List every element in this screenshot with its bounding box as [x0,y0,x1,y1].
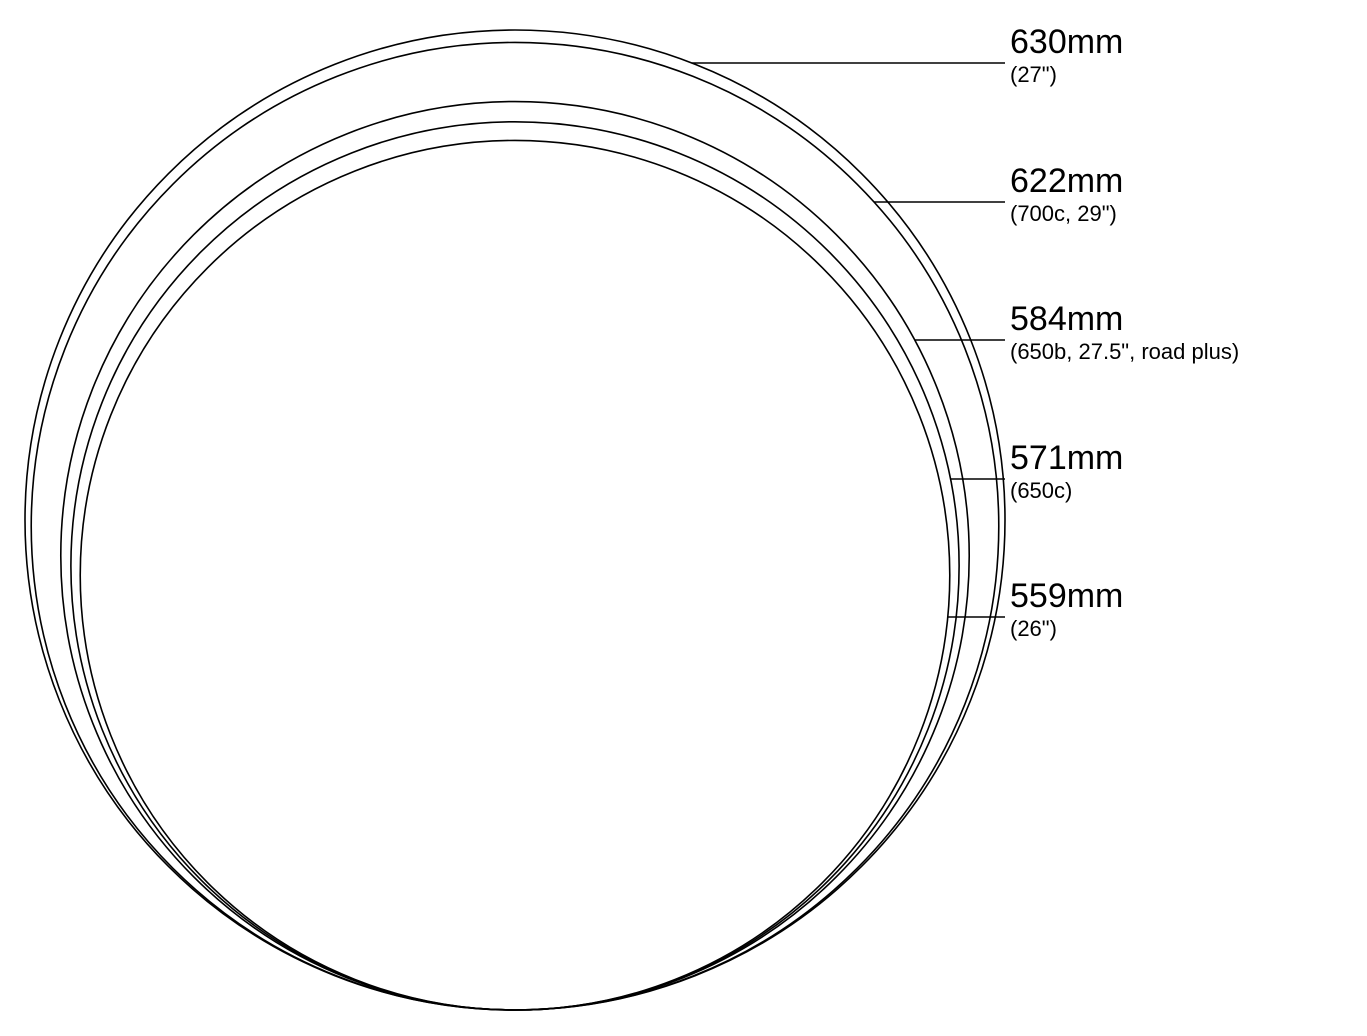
wheel-label-mm: 584mm [1010,302,1239,338]
wheel-label-sub: (26") [1010,617,1123,641]
wheel-label-sub: (650b, 27.5", road plus) [1010,340,1239,364]
wheel-circle [61,102,969,1010]
wheel-label-sub: (27") [1010,63,1123,87]
wheel-label-mm: 630mm [1010,25,1123,61]
wheel-label: 622mm(700c, 29") [1010,164,1123,226]
wheel-label-mm: 559mm [1010,579,1123,615]
wheel-circle [80,140,950,1010]
wheel-label-mm: 622mm [1010,164,1123,200]
wheel-label: 584mm(650b, 27.5", road plus) [1010,302,1239,364]
circles-group [25,30,1005,1010]
wheel-circle [31,42,999,1010]
wheel-label-mm: 571mm [1010,441,1123,477]
wheel-label: 571mm(650c) [1010,441,1123,503]
diagram-svg [0,0,1367,1036]
wheel-label: 630mm(27") [1010,25,1123,87]
wheel-label-sub: (700c, 29") [1010,202,1123,226]
wheel-circle [25,30,1005,1010]
wheel-label: 559mm(26") [1010,579,1123,641]
wheel-size-diagram: 630mm(27") 622mm(700c, 29") 584mm(650b, 27… [0,0,1367,1036]
wheel-circle [71,122,959,1010]
wheel-label-sub: (650c) [1010,479,1123,503]
